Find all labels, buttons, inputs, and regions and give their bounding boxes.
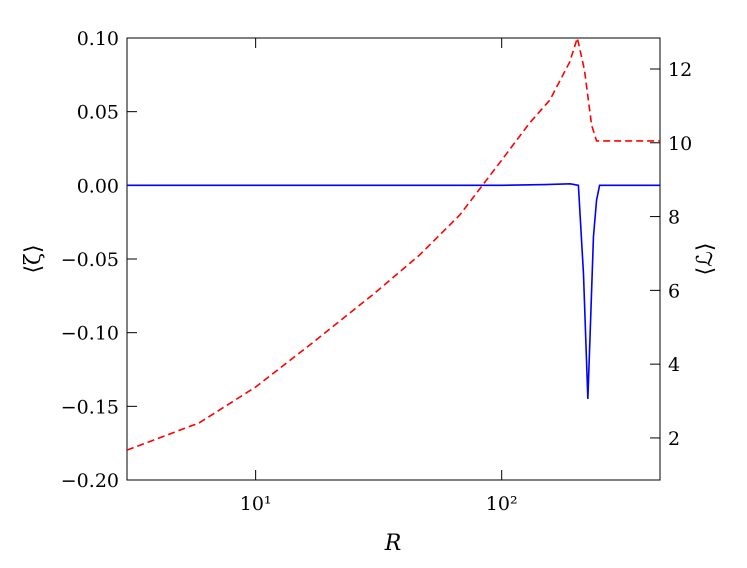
y-tick-label: −0.20 <box>61 470 119 492</box>
y-tick-label: 0.05 <box>77 102 119 124</box>
x-tick-label: 10¹ <box>240 493 272 515</box>
y-axis-label: ⟨ζ⟩ <box>21 244 46 273</box>
y-tick-label: 0.10 <box>77 28 119 50</box>
y2-tick-label: 12 <box>668 59 692 81</box>
y-tick-label: 0.00 <box>77 175 119 197</box>
x-tick-label: 10² <box>486 493 518 515</box>
y-tick-label: −0.05 <box>61 249 119 271</box>
y-tick-label: −0.10 <box>61 323 119 345</box>
plot-frame <box>126 37 661 481</box>
series-line <box>127 38 660 451</box>
series-line <box>127 183 660 399</box>
y2-tick-label: 2 <box>668 428 680 450</box>
y-tick-label: −0.15 <box>61 396 119 418</box>
y2-tick-label: 8 <box>668 207 680 229</box>
y2-tick-label: 10 <box>668 133 692 155</box>
y2-tick-label: 4 <box>668 354 680 376</box>
y2-tick-label: 6 <box>668 280 680 302</box>
x-axis-label: R <box>384 531 402 556</box>
y2-axis-label: ⟨ℒ⟩ <box>693 242 718 275</box>
